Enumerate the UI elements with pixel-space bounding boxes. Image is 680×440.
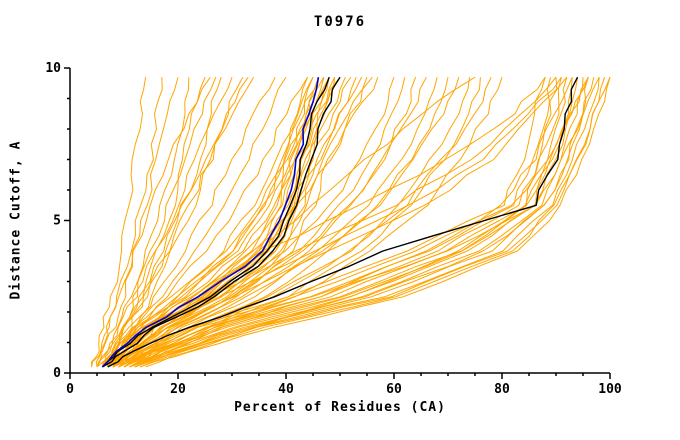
x-tick-label: 100 bbox=[598, 382, 622, 397]
highlight-models-curve bbox=[107, 76, 579, 368]
ensemble-models-curve bbox=[101, 76, 276, 368]
ensemble-models-curve bbox=[102, 76, 314, 368]
ensemble-models-curve bbox=[96, 76, 255, 368]
ensemble-models-curve bbox=[118, 77, 562, 368]
ensemble-models-curve bbox=[129, 77, 595, 368]
x-axis-label: Percent of Residues (CA) bbox=[234, 400, 446, 415]
x-tick-label: 40 bbox=[278, 382, 294, 397]
ensemble-models-curve bbox=[140, 77, 611, 368]
ensemble-models-curve bbox=[123, 77, 406, 368]
ensemble-models-curve bbox=[134, 77, 611, 368]
x-tick-label: 20 bbox=[170, 382, 186, 397]
ensemble-models-curve bbox=[112, 76, 476, 368]
ensemble-models-curve bbox=[112, 77, 368, 368]
ensemble-models-curve bbox=[118, 77, 552, 368]
ensemble-models-curve bbox=[101, 77, 233, 368]
ensemble-models-curve bbox=[123, 77, 471, 368]
selected-model-curve bbox=[101, 77, 320, 368]
ensemble-models-curve bbox=[129, 77, 481, 368]
ensemble-models-curve bbox=[134, 77, 573, 368]
highlight-models-curve bbox=[101, 76, 330, 368]
ensemble-models-curve bbox=[101, 77, 190, 368]
ensemble-models-curve bbox=[118, 77, 379, 368]
ensemble-models-curve bbox=[129, 77, 584, 368]
ensemble-models-curve bbox=[101, 76, 249, 368]
y-tick-label: 5 bbox=[53, 214, 61, 229]
y-tick-label: 0 bbox=[53, 366, 61, 381]
x-tick-label: 0 bbox=[66, 382, 74, 397]
ensemble-models-curve bbox=[123, 77, 558, 368]
ensemble-models-curve bbox=[107, 76, 557, 368]
x-tick-label: 80 bbox=[494, 382, 510, 397]
ensemble-models-curve bbox=[123, 77, 579, 368]
ensemble-models-curve bbox=[107, 76, 287, 368]
ensemble-models-curve bbox=[145, 77, 589, 368]
highlight-models-curve bbox=[102, 76, 341, 368]
ensemble-models-curve bbox=[123, 76, 600, 368]
ensemble-models-curve bbox=[112, 76, 330, 368]
ensemble-models-curve bbox=[102, 77, 319, 368]
ensemble-models-curve bbox=[95, 77, 179, 367]
ensemble-models-curve bbox=[96, 77, 217, 368]
x-tick-label: 60 bbox=[386, 382, 402, 397]
ensemble-models-curve bbox=[112, 77, 546, 368]
ensemble-models-curve bbox=[96, 77, 163, 368]
ensemble-models-curve bbox=[134, 77, 600, 368]
y-tick-label: 10 bbox=[45, 61, 61, 76]
ensemble-models-curve bbox=[112, 77, 395, 368]
ensemble-models-curve bbox=[91, 76, 211, 367]
ensemble-models-curve bbox=[91, 77, 147, 367]
page-title: T0976 bbox=[313, 14, 367, 30]
ensemble-models-curve bbox=[112, 76, 568, 368]
ensemble-models-curve bbox=[123, 76, 492, 368]
ensemble-models-curve bbox=[118, 76, 589, 368]
